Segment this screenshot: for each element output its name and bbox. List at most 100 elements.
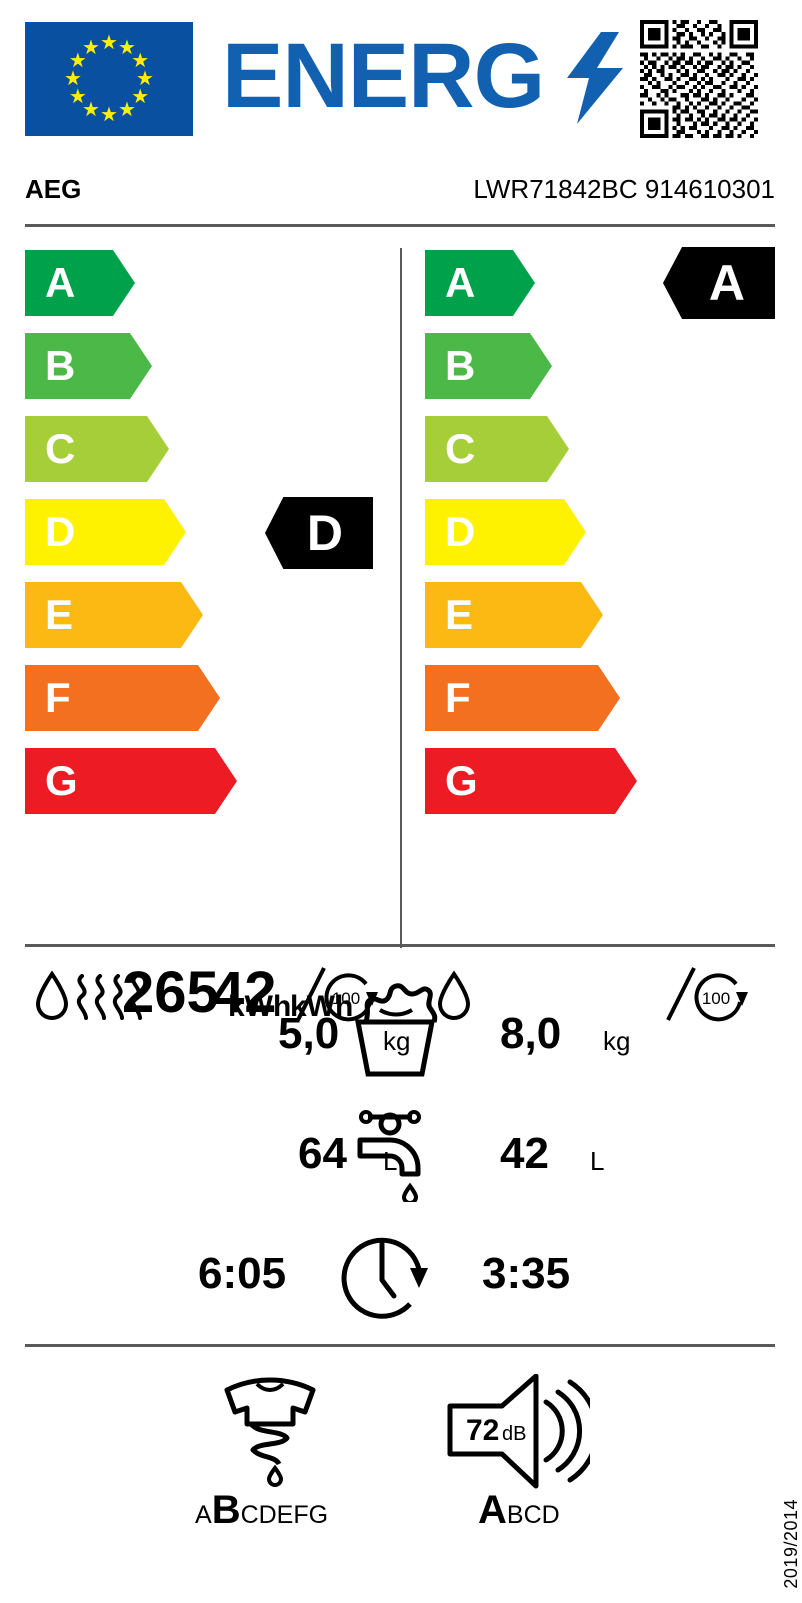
eu-star: ★ (68, 50, 87, 72)
cycles-100-icon-left: 100 (290, 964, 378, 1031)
bottom-row: ABCDEFG 72 dB ABCD (0, 1360, 802, 1560)
eu-star: ★ (136, 68, 154, 90)
energy-class-letter: D (445, 508, 476, 555)
spin-class-sequence: ABCDEFG (195, 1490, 329, 1530)
eu-star: ★ (100, 32, 118, 54)
drying-rating-letter: D (306, 505, 343, 561)
energy-class-bar-g: G (425, 748, 637, 814)
bar-body: E (25, 582, 181, 648)
divider-bottom (25, 1344, 775, 1347)
eu-star: ★ (100, 104, 118, 126)
noise-class-sequence: ABCD (478, 1490, 560, 1530)
divider-below-scales (25, 944, 775, 947)
energy-class-letter: C (445, 425, 476, 472)
water-tap-icon (340, 1102, 450, 1207)
bar-body: E (425, 582, 581, 648)
drying-water-value: 64 (298, 1129, 347, 1178)
bar-body: D (425, 499, 564, 565)
bar-body: C (425, 416, 547, 482)
drying-energy-value: 265 (122, 960, 219, 1025)
drying-duration-value: 6:05 (198, 1249, 287, 1298)
eu-star: ★ (131, 86, 150, 108)
cycles-100-icon-right: 100 (660, 964, 748, 1031)
eu-star: ★ (82, 36, 100, 59)
energy-class-bar-a: A (425, 250, 535, 316)
eu-flag-icon: ★ ★ ★ ★ ★ ★ ★ ★ ★ ★ ★ ★ (25, 22, 193, 136)
bar-body: D (25, 499, 164, 565)
energy-class-bar-e: E (425, 582, 603, 648)
energy-class-bar-f: F (425, 665, 620, 731)
bar-arrow-tip (164, 499, 186, 565)
energy-class-letter: A (45, 259, 76, 306)
energy-class-letter: E (45, 591, 74, 638)
spin-class-prefix: A (195, 1501, 212, 1529)
drying-capacity-unit: kg (383, 1026, 411, 1056)
clock-icon (332, 1224, 452, 1329)
capacity-row: 5,0 kg 8,0 kg (0, 980, 802, 1090)
energy-class-bar-b: B (25, 333, 152, 399)
bar-body: F (425, 665, 598, 731)
washing-capacity-value: 8,0 (500, 1009, 562, 1058)
drying-rating-arrow: D (265, 497, 373, 569)
washing-rating-letter: A (708, 255, 745, 311)
bar-arrow-tip (581, 582, 603, 648)
bar-arrow-tip (147, 416, 169, 482)
water-drop-icon (432, 970, 480, 1033)
bar-arrow-tip (564, 499, 586, 565)
energy-class-letter: D (45, 508, 76, 555)
bar-arrow-tip (181, 582, 203, 648)
energy-class-letter: A (445, 259, 476, 306)
noise-class-rating: A (478, 1488, 507, 1532)
bar-arrow-tip (598, 665, 620, 731)
brand-row: AEG LWR71842BC 914610301 (0, 172, 802, 220)
spin-class-rating: B (211, 1488, 241, 1532)
spin-class-suffix: CDEFG (240, 1501, 329, 1529)
bar-body: C (25, 416, 147, 482)
model-identifier: LWR71842BC 914610301 (473, 174, 775, 204)
eu-star: ★ (68, 86, 87, 108)
lightning-bolt-icon (567, 32, 625, 124)
noise-db-value: 72 (466, 1414, 499, 1447)
energy-class-bar-g: G (25, 748, 237, 814)
washing-rating-arrow: A (663, 247, 775, 319)
bar-arrow-tip (113, 250, 135, 316)
brand-name: AEG (25, 174, 82, 204)
bar-arrow-tip (615, 748, 637, 814)
washing-capacity-unit: kg (603, 1026, 631, 1056)
energy-class-letter: C (45, 425, 76, 472)
bar-arrow-tip (530, 333, 552, 399)
noise-class-suffix: BCD (506, 1501, 560, 1529)
eu-star: ★ (118, 99, 136, 122)
washing-duration-value: 3:35 (482, 1249, 571, 1298)
label-header: ★ ★ ★ ★ ★ ★ ★ ★ ★ ★ ★ ★ ENERG (0, 0, 802, 160)
bar-arrow-tip (513, 250, 535, 316)
bar-body: A (425, 250, 513, 316)
eu-star: ★ (82, 99, 100, 122)
water-drop-heat-icon (30, 970, 150, 1033)
noise-db-unit: dB (502, 1423, 526, 1445)
regulation-number: 2019/2014 (781, 1499, 801, 1589)
divider-top (25, 224, 775, 227)
bar-body: G (25, 748, 215, 814)
cycles-count-right: 100 (702, 989, 730, 1008)
energy-class-letter: E (445, 591, 474, 638)
bar-body: F (25, 665, 198, 731)
energ-wordmark: ENERG (222, 25, 545, 127)
eu-star: ★ (118, 36, 136, 59)
drying-energy-unit: kWh (228, 990, 292, 1023)
energy-class-bar-c: C (425, 416, 569, 482)
bar-arrow-tip (215, 748, 237, 814)
divider-vertical (400, 248, 402, 948)
program-duration-row: 6:05 3:35 (0, 1224, 802, 1334)
wrung-shirt-icon (205, 1368, 335, 1493)
eu-star: ★ (64, 68, 82, 90)
energy-class-bar-c: C (25, 416, 169, 482)
loudspeaker-icon: 72 dB (440, 1373, 600, 1494)
energy-class-letter: G (45, 757, 78, 804)
bar-body: G (425, 748, 615, 814)
qr-code-icon (640, 20, 758, 138)
bar-body: B (25, 333, 130, 399)
